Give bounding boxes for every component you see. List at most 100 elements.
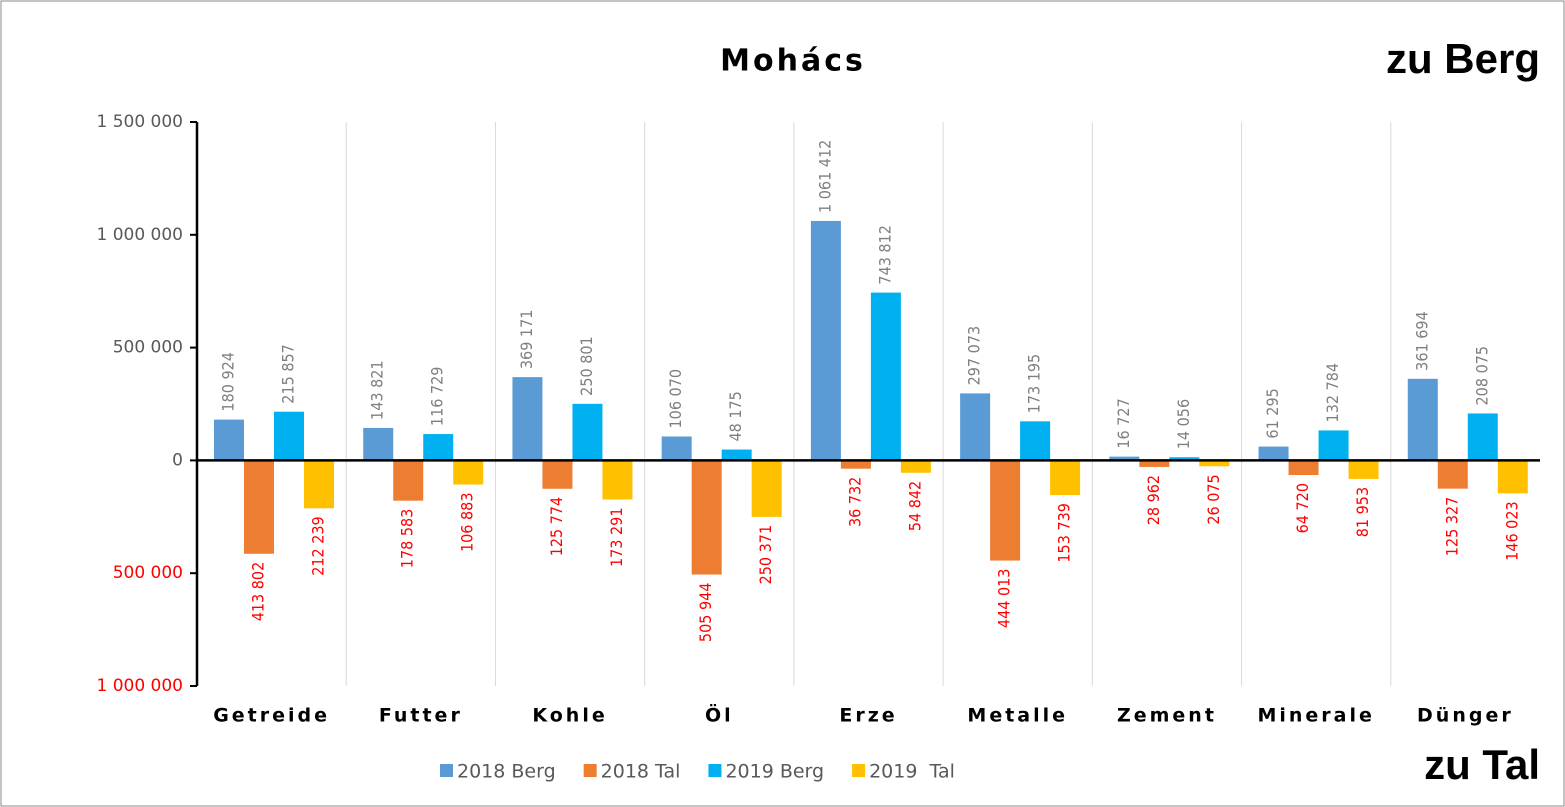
data-label: 54 842	[905, 481, 924, 531]
bar	[602, 460, 633, 500]
legend-label: 2018 Tal	[601, 761, 681, 783]
data-label: 143 821	[368, 360, 387, 420]
annotation: zu Tal	[1424, 741, 1540, 788]
data-label: 180 924	[219, 352, 238, 412]
bar	[304, 460, 334, 509]
bar	[274, 411, 304, 461]
bar	[840, 460, 871, 469]
bar	[1497, 460, 1528, 494]
bar	[1407, 378, 1438, 461]
legend-swatch	[708, 764, 722, 777]
data-label: 413 802	[249, 562, 268, 622]
bar	[751, 460, 782, 517]
data-label: 173 291	[607, 507, 626, 567]
bar	[363, 427, 394, 461]
x-tick-label: Getreide	[213, 705, 330, 727]
data-label: 153 739	[1055, 503, 1074, 563]
x-tick-label: Öl	[705, 703, 734, 727]
x-tick-label: Metalle	[967, 705, 1068, 727]
bar	[572, 403, 603, 461]
bar	[810, 220, 841, 461]
chart-title: Mohács	[720, 44, 866, 79]
data-label: 36 732	[845, 477, 864, 527]
bar	[453, 460, 484, 485]
data-label: 28 962	[1144, 475, 1163, 525]
data-label: 743 812	[875, 225, 894, 285]
data-label: 125 774	[547, 497, 566, 557]
bar	[900, 460, 931, 473]
x-tick-label: Dünger	[1417, 705, 1514, 727]
bar	[214, 419, 244, 461]
data-label: 26 075	[1204, 474, 1223, 524]
data-label: 146 023	[1502, 501, 1521, 561]
data-label: 125 327	[1442, 497, 1461, 557]
legend-swatch	[583, 764, 597, 777]
bar	[393, 460, 424, 501]
x-tick-label: Erze	[839, 705, 897, 727]
data-label: 48 175	[726, 391, 745, 441]
data-label: 173 195	[1025, 354, 1044, 414]
data-label: 61 295	[1263, 388, 1282, 438]
data-label: 106 070	[666, 369, 685, 429]
data-label: 361 694	[1412, 311, 1431, 371]
data-label: 505 944	[696, 583, 715, 643]
bar	[1139, 460, 1170, 467]
data-label: 369 171	[517, 310, 536, 370]
y-tick-label: 500 000	[113, 338, 183, 358]
data-label: 14 056	[1174, 399, 1193, 449]
bar	[1169, 457, 1200, 461]
bar	[1050, 460, 1081, 496]
bar	[1318, 430, 1349, 461]
data-label: 64 720	[1293, 483, 1312, 533]
bar	[960, 393, 991, 461]
data-label: 1 061 412	[815, 140, 834, 213]
x-tick-label: Minerale	[1257, 705, 1374, 727]
legend-label: 2019 Tal	[869, 761, 955, 783]
bar	[1288, 460, 1319, 476]
data-label: 106 883	[458, 493, 477, 553]
data-label: 212 239	[309, 516, 328, 576]
bar	[1109, 456, 1140, 461]
bar	[1020, 421, 1051, 461]
bar	[870, 292, 901, 461]
bar	[423, 434, 454, 461]
legend-swatch	[852, 764, 866, 777]
legend-label: 2018 Berg	[457, 761, 556, 783]
bar	[691, 460, 722, 575]
legend-label: 2019 Berg	[725, 761, 824, 783]
data-label: 208 075	[1472, 346, 1491, 406]
data-label: 81 953	[1353, 487, 1372, 537]
x-tick-label: Kohle	[532, 705, 607, 727]
bar	[1348, 460, 1379, 479]
data-label: 250 801	[577, 336, 596, 396]
y-tick-label: 1 500 000	[96, 112, 183, 132]
data-label: 116 729	[428, 367, 447, 427]
data-label: 215 857	[279, 344, 298, 404]
y-tick-label: 1 000 000	[96, 225, 183, 245]
data-label: 178 583	[398, 509, 417, 569]
data-label: 132 784	[1323, 363, 1342, 423]
bar	[512, 377, 543, 461]
data-label: 250 371	[756, 525, 775, 585]
bar	[1467, 413, 1498, 461]
bar	[721, 449, 752, 461]
y-tick-label: 500 000	[113, 563, 183, 583]
bar	[244, 460, 274, 554]
data-label: 16 727	[1114, 398, 1133, 448]
y-tick-label: 1 000 000	[96, 676, 183, 696]
data-label: 444 013	[995, 569, 1014, 629]
bar	[1199, 460, 1230, 467]
bar	[1258, 446, 1289, 461]
bar	[990, 460, 1021, 561]
y-tick-label: 0	[172, 450, 183, 470]
data-label: 297 073	[965, 326, 984, 386]
bar	[542, 460, 573, 489]
annotation: zu Berg	[1386, 35, 1540, 82]
x-tick-label: Futter	[379, 705, 463, 727]
bar	[661, 436, 692, 461]
bar	[1437, 460, 1468, 489]
x-tick-label: Zement	[1117, 705, 1217, 727]
legend-swatch	[440, 764, 453, 777]
